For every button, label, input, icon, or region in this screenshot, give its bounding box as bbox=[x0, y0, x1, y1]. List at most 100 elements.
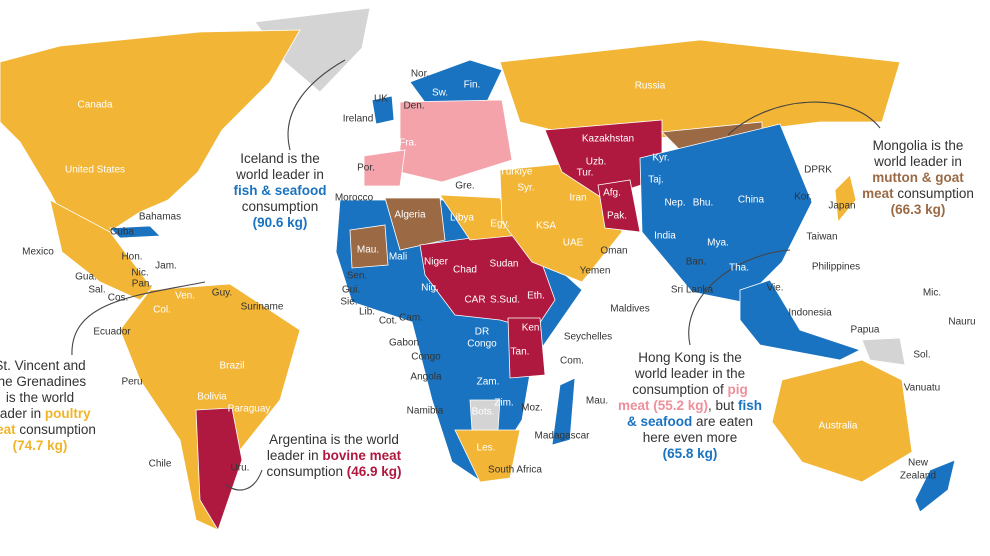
country-label: Zim. bbox=[494, 398, 513, 409]
country-label: KSA bbox=[536, 221, 556, 232]
country-label: Sol. bbox=[913, 350, 930, 361]
annotation-text: Iceland is the bbox=[240, 151, 320, 166]
country-label: Tur. bbox=[577, 168, 594, 179]
annotation-line: Iceland is the bbox=[240, 151, 320, 166]
country-label: Sie. bbox=[340, 297, 357, 308]
country-label: Taj. bbox=[648, 175, 664, 186]
country-label: UAE bbox=[563, 238, 584, 249]
mauritania bbox=[349, 224, 389, 269]
country-label: Mali bbox=[389, 252, 407, 263]
annotation-line: leader in bovine meat bbox=[267, 448, 402, 463]
annotation-line: Hong Kong is the bbox=[638, 350, 742, 365]
annotation-text: consumption bbox=[266, 464, 346, 479]
country-label: Iran bbox=[569, 193, 586, 204]
country-label: Paraguay bbox=[228, 404, 271, 415]
country-label: CAR bbox=[464, 295, 485, 306]
uk bbox=[371, 95, 395, 125]
annotation-text: is the world bbox=[6, 390, 74, 405]
country-label: Vie. bbox=[766, 283, 783, 294]
annotation-text: mutton & goat bbox=[872, 170, 964, 185]
country-label: Cam. bbox=[399, 313, 423, 324]
annotation-text: world leader in the bbox=[634, 366, 745, 381]
country-label: Cot. bbox=[379, 316, 397, 327]
annotation-line: consumption of pig bbox=[632, 382, 748, 397]
country-label: Vanuatu bbox=[904, 383, 941, 394]
annotation-text: consumption of bbox=[632, 382, 727, 397]
country-label: United States bbox=[65, 165, 125, 176]
country-label: Sal. bbox=[88, 285, 105, 296]
country-label: Bolivia bbox=[197, 392, 227, 403]
country-label: Por. bbox=[357, 163, 375, 174]
country-label: Japan bbox=[828, 201, 855, 212]
southeast-asia bbox=[739, 279, 862, 361]
annotation-text: & seafood bbox=[627, 414, 692, 429]
botswana bbox=[469, 399, 501, 431]
country-label: Seychelles bbox=[564, 332, 612, 343]
country-label: Mau. bbox=[357, 245, 379, 256]
country-label: Sw. bbox=[432, 88, 448, 99]
country-label: Oman bbox=[600, 246, 627, 257]
country-label: Tha. bbox=[729, 263, 749, 274]
north-america bbox=[0, 29, 301, 249]
country-label: Gua. bbox=[75, 272, 97, 283]
landmasses bbox=[0, 7, 956, 531]
country-label: Mya. bbox=[707, 238, 729, 249]
annotation-line: world leader in bbox=[873, 154, 962, 169]
country-label: Syr. bbox=[517, 183, 534, 194]
country-label: Fra. bbox=[399, 138, 417, 149]
country-label: Gabon bbox=[389, 338, 419, 349]
country-label: Sen. bbox=[347, 271, 368, 282]
annotation-line: fish & seafood bbox=[233, 183, 326, 198]
cuba bbox=[109, 225, 161, 239]
annotation-line: leader in poultry bbox=[0, 406, 91, 421]
country-label: Ban. bbox=[686, 257, 707, 268]
country-label: Türkiye bbox=[500, 167, 533, 178]
country-label: New bbox=[908, 458, 929, 469]
country-label: Mic. bbox=[923, 288, 941, 299]
country-label: Papua bbox=[851, 325, 880, 336]
arrows bbox=[71, 59, 881, 491]
country-label: Kor. bbox=[794, 192, 812, 203]
country-label: Kyr. bbox=[652, 153, 669, 164]
country-label: China bbox=[738, 195, 765, 206]
arrow bbox=[727, 101, 881, 136]
country-label: Yemen bbox=[580, 266, 611, 277]
country-label: Mau. bbox=[586, 396, 608, 407]
annotation-text: Mongolia is the bbox=[873, 138, 964, 153]
annotation-text: , but bbox=[708, 398, 738, 413]
country-label: Bots. bbox=[472, 407, 495, 418]
annotation-text: meat bbox=[0, 422, 16, 437]
arrow bbox=[225, 469, 263, 491]
country-label: S.Sud. bbox=[490, 295, 520, 306]
argentina bbox=[195, 407, 243, 531]
country-label: Maldives bbox=[610, 304, 649, 315]
annotation-text: meat (55.2 kg) bbox=[618, 398, 708, 413]
annotation-text: (66.3 kg) bbox=[891, 202, 946, 217]
country-label: Cos. bbox=[108, 293, 129, 304]
iberia bbox=[363, 149, 406, 187]
country-labels: Canada United States Mexico Cuba Bahamas Hon.… bbox=[22, 69, 975, 482]
annotation-line: here even more bbox=[643, 430, 738, 445]
country-label: Tan. bbox=[511, 347, 530, 358]
annotation-text: world leader in bbox=[235, 167, 324, 182]
country-label: Angola bbox=[410, 372, 442, 383]
country-label: Brazil bbox=[219, 361, 244, 372]
country-label: Canada bbox=[77, 100, 112, 111]
country-label: Col. bbox=[153, 305, 171, 316]
country-label: Ven. bbox=[175, 291, 195, 302]
annotation-text: leader in bbox=[0, 406, 45, 421]
annotation-text: world leader in bbox=[873, 154, 962, 169]
annotation-text: consumption bbox=[16, 422, 96, 437]
country-label: Taiwan bbox=[806, 232, 837, 243]
country-label: Uru. bbox=[231, 463, 250, 474]
annotation-line: the Grenadines bbox=[0, 374, 86, 389]
annotation-line: world leader in bbox=[235, 167, 324, 182]
country-label: Nep. bbox=[664, 198, 685, 209]
country-label: Jam. bbox=[155, 261, 177, 272]
country-label: Fin. bbox=[464, 80, 481, 91]
country-label: Eth. bbox=[527, 291, 545, 302]
kazakhstan bbox=[544, 119, 663, 199]
country-label: Guy. bbox=[212, 288, 232, 299]
